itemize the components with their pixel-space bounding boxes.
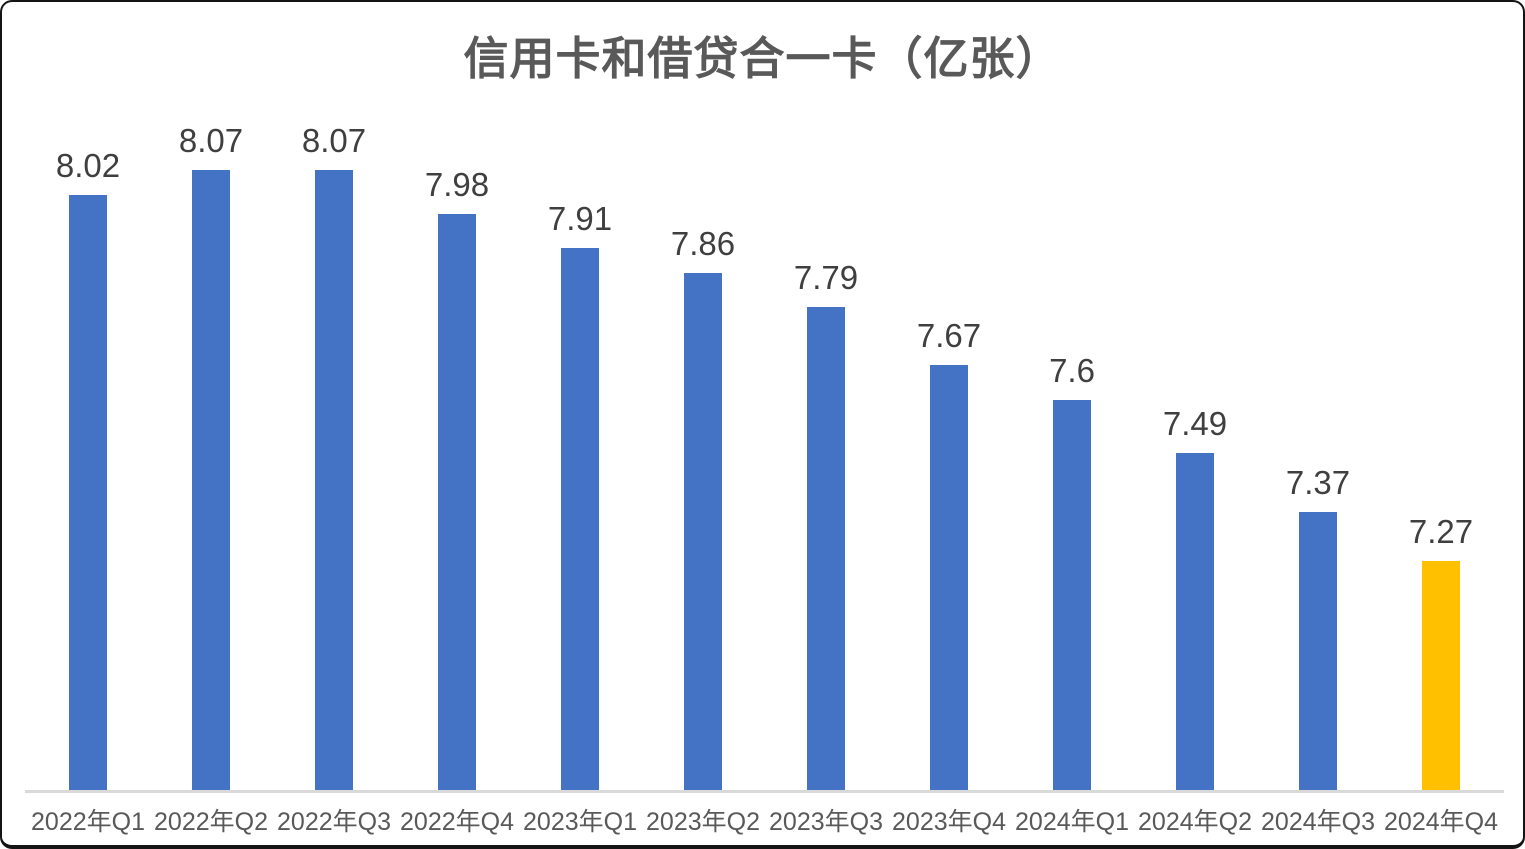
x-tick-label: 2022年Q3	[277, 808, 391, 836]
bar	[192, 170, 230, 790]
bar	[69, 195, 107, 790]
x-tick-label: 2022年Q2	[154, 808, 268, 836]
bar-value-label: 7.86	[670, 225, 736, 262]
x-axis-line	[25, 790, 1504, 793]
bar-value-label: 7.49	[1162, 405, 1228, 442]
bar-value-label: 7.98	[424, 166, 490, 203]
bar	[438, 214, 476, 790]
bar-value-label: 8.02	[55, 147, 121, 184]
bar	[1299, 512, 1337, 790]
bar	[315, 170, 353, 790]
bar-value-label: 8.07	[301, 122, 367, 159]
x-tick-label: 2023年Q4	[892, 808, 1006, 836]
x-tick-label: 2024年Q3	[1261, 808, 1375, 836]
bar-value-label: 7.79	[793, 259, 859, 296]
bar	[807, 307, 845, 790]
bar-value-label: 7.37	[1285, 464, 1351, 501]
x-tick-label: 2023年Q1	[523, 808, 637, 836]
bar	[930, 365, 968, 790]
bar-value-label: 7.27	[1408, 513, 1474, 550]
x-tick-label: 2024年Q1	[1015, 808, 1129, 836]
bar-value-label: 7.67	[916, 317, 982, 354]
x-tick-label: 2022年Q4	[400, 808, 514, 836]
bar-value-label: 8.07	[178, 122, 244, 159]
bar	[684, 273, 722, 790]
x-tick-label: 2023年Q2	[646, 808, 760, 836]
bar	[1422, 561, 1460, 790]
x-tick-label: 2022年Q1	[31, 808, 145, 836]
bar-value-label: 7.91	[547, 200, 613, 237]
chart-title: 信用卡和借贷合一卡（亿张）	[463, 33, 1062, 84]
bar	[1176, 453, 1214, 790]
x-tick-label: 2023年Q3	[769, 808, 883, 836]
x-tick-label: 2024年Q2	[1138, 808, 1252, 836]
bar	[1053, 400, 1091, 790]
bar	[561, 248, 599, 790]
x-tick-label: 2024年Q4	[1384, 808, 1498, 836]
bar-value-label: 7.6	[1049, 352, 1095, 389]
